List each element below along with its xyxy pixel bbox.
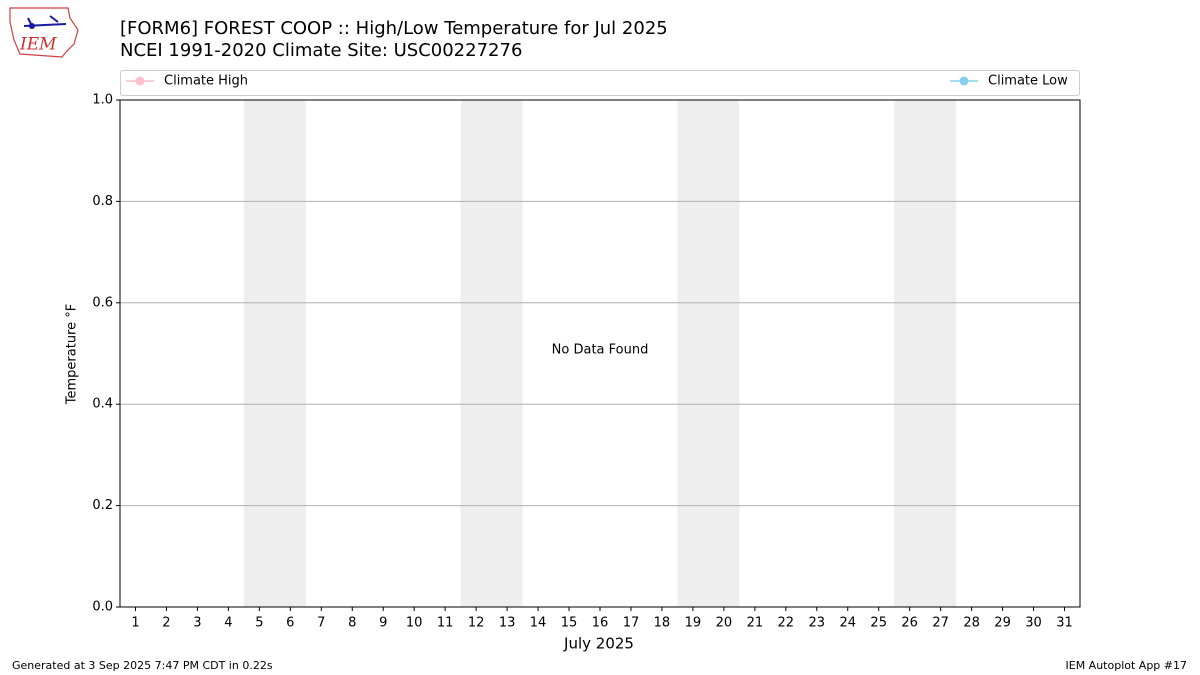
x-tick-label: 19 [685, 616, 702, 631]
x-tick-label: 18 [654, 616, 671, 631]
weekend-band [243, 100, 306, 607]
x-tick-label: 28 [963, 616, 980, 631]
x-tick-label: 21 [747, 616, 764, 631]
y-tick-label: 0.4 [92, 397, 113, 412]
x-tick-label: 9 [379, 616, 387, 631]
x-tick-label: 1 [131, 616, 139, 631]
weekend-band [894, 100, 957, 607]
legend-marker [959, 76, 969, 86]
weekend-band [460, 100, 523, 607]
logo: IEM [9, 7, 79, 58]
x-tick-label: 14 [530, 616, 547, 631]
x-tick-label: 15 [561, 616, 578, 631]
x-tick-label: 26 [901, 616, 918, 631]
x-tick-label: 4 [224, 616, 232, 631]
weekend-band [677, 100, 740, 607]
x-tick-label: 11 [437, 616, 454, 631]
legend-label: Climate High [164, 74, 248, 89]
x-tick-label: 5 [255, 616, 263, 631]
chart-title: [FORM6] FOREST COOP :: High/Low Temperat… [120, 18, 668, 39]
x-tick-label: 20 [716, 616, 733, 631]
logo-text: IEM [19, 35, 57, 55]
annotation: No Data Found [552, 343, 649, 358]
plot-frame [119, 99, 1081, 608]
x-tick-label: 3 [193, 616, 201, 631]
logo-outline [9, 7, 79, 58]
legend-box [120, 70, 1080, 96]
chart-subtitle: NCEI 1991-2020 Climate Site: USC00227276 [120, 40, 522, 61]
x-tick-label: 16 [592, 616, 609, 631]
y-tick-label: 0.0 [92, 600, 113, 615]
x-tick-label: 13 [499, 616, 516, 631]
logo-dot [29, 23, 35, 29]
y-tick-label: 0.8 [92, 194, 113, 209]
x-tick-label: 8 [348, 616, 356, 631]
x-tick-label: 30 [1025, 616, 1042, 631]
x-tick-label: 12 [468, 616, 485, 631]
legend-label: Climate Low [988, 74, 1068, 89]
x-tick-label: 29 [994, 616, 1011, 631]
x-tick-label: 25 [870, 616, 887, 631]
x-tick-label: 22 [778, 616, 795, 631]
y-axis-label: Temperature °F [65, 304, 80, 405]
x-tick-label: 6 [286, 616, 294, 631]
x-tick-label: 31 [1056, 616, 1073, 631]
x-tick-label: 7 [317, 616, 325, 631]
x-tick-label: 27 [932, 616, 949, 631]
y-tick-label: 0.2 [92, 498, 113, 513]
x-tick-label: 23 [809, 616, 826, 631]
footer-right: IEM Autoplot App #17 [1066, 659, 1188, 672]
y-tick-label: 0.6 [92, 295, 113, 310]
x-tick-label: 24 [839, 616, 856, 631]
x-tick-label: 10 [406, 616, 423, 631]
x-tick-label: 17 [623, 616, 640, 631]
legend-marker [135, 76, 145, 86]
x-tick-label: 2 [162, 616, 170, 631]
y-tick-label: 1.0 [92, 93, 113, 108]
x-axis-label: July 2025 [563, 635, 634, 653]
footer-left: Generated at 3 Sep 2025 7:47 PM CDT in 0… [12, 659, 273, 672]
